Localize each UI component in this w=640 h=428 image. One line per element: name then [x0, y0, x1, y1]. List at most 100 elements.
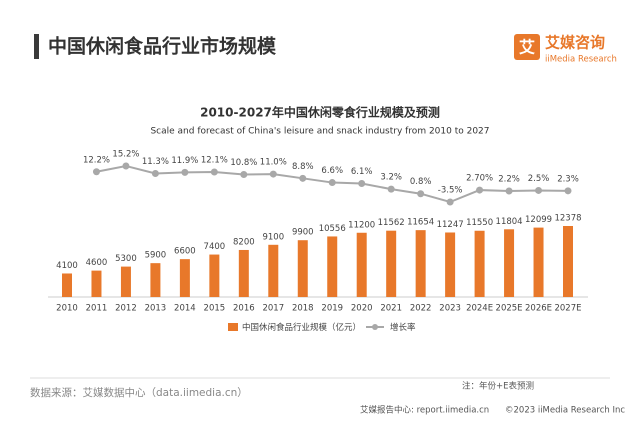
- logo-icon-text: 艾: [519, 38, 535, 57]
- growth-point: [417, 190, 425, 198]
- x-tick-label: 2024E: [466, 304, 493, 314]
- x-tick-label: 2010: [56, 304, 78, 314]
- legend-swatch: [228, 323, 238, 331]
- logo-cn: 艾媒咨询: [545, 34, 605, 52]
- growth-label: 3.2%: [380, 173, 402, 183]
- copyright: ©2023 iiMedia Research Inc: [505, 406, 625, 416]
- x-tick-label: 2016: [233, 304, 255, 314]
- chart-title: 2010-2027年中国休闲零食行业规模及预测: [200, 105, 440, 120]
- x-tick-label: 2013: [145, 304, 167, 314]
- bar: [386, 230, 397, 297]
- growth-point: [446, 198, 454, 206]
- bar-label: 4600: [86, 258, 108, 268]
- x-tick-label: 2012: [115, 304, 137, 314]
- bar: [150, 263, 161, 297]
- growth-label: 10.8%: [230, 158, 257, 168]
- growth-point: [269, 170, 277, 178]
- x-tick-label: 2015: [204, 304, 226, 314]
- logo-icon: [514, 34, 540, 60]
- growth-label: 2.70%: [466, 174, 493, 184]
- bar-label: 5300: [115, 254, 137, 264]
- bar-label: 9900: [292, 228, 314, 238]
- bar: [356, 232, 367, 297]
- growth-point: [476, 186, 484, 194]
- bar-label: 8200: [233, 237, 255, 247]
- bar: [445, 232, 456, 297]
- bar: [209, 254, 220, 297]
- growth-point: [328, 179, 336, 187]
- x-tick-label: 2019: [321, 304, 343, 314]
- bar: [327, 236, 338, 297]
- growth-label: 12.2%: [83, 155, 110, 165]
- growth-label: -3.5%: [438, 186, 463, 196]
- growth-label: 6.1%: [351, 167, 373, 177]
- x-tick-label: 2020: [351, 304, 373, 314]
- note: 注：年份+E表预测: [462, 381, 534, 392]
- growth-label: 11.3%: [142, 157, 169, 167]
- report-link: 艾媒报告中心: report.iimedia.cn: [360, 405, 489, 416]
- legend-label: 增长率: [390, 322, 416, 333]
- growth-label: 8.8%: [292, 162, 314, 172]
- growth-label: 11.0%: [260, 158, 287, 168]
- bar-label: 11550: [466, 218, 493, 228]
- bar: [179, 259, 190, 297]
- bar-label: 11200: [348, 220, 375, 230]
- x-tick-label: 2017: [262, 304, 284, 314]
- growth-label: 12.1%: [201, 155, 228, 165]
- bar-label: 9100: [262, 232, 284, 242]
- growth-label: 2.5%: [528, 174, 550, 184]
- source: 数据来源：艾媒数据中心（data.iimedia.cn）: [30, 386, 248, 399]
- growth-point: [210, 168, 218, 176]
- bar-label: 11654: [407, 218, 434, 228]
- x-tick-label: 2018: [292, 304, 314, 314]
- bar-label: 11804: [496, 217, 523, 227]
- x-tick-label: 2021: [380, 304, 402, 314]
- bar-label: 10556: [319, 224, 346, 234]
- growth-label: 15.2%: [112, 150, 139, 160]
- bar-label: 11247: [437, 220, 464, 230]
- bar: [238, 249, 249, 297]
- bar-label: 6600: [174, 247, 196, 257]
- bar: [474, 230, 485, 297]
- legend-label: 中国休闲食品行业规模（亿元）: [242, 322, 361, 333]
- page-title: 中国休闲食品行业市场规模: [48, 35, 277, 58]
- bar-label: 12378: [554, 214, 581, 224]
- bar-label: 7400: [204, 242, 226, 252]
- bar: [415, 230, 426, 297]
- x-tick-label: 2014: [174, 304, 196, 314]
- growth-point: [122, 162, 130, 170]
- growth-point: [387, 185, 395, 193]
- logo-en: iiMedia Research: [545, 55, 617, 65]
- growth-label: 11.9%: [171, 156, 198, 166]
- chart-subtitle: Scale and forecast of China's leisure an…: [150, 127, 489, 137]
- growth-point: [535, 186, 543, 194]
- bar: [504, 229, 515, 297]
- x-tick-label: 2022: [410, 304, 432, 314]
- growth-point: [240, 170, 248, 178]
- bar: [91, 270, 102, 297]
- bar-label: 5900: [145, 251, 167, 261]
- bar: [533, 227, 544, 297]
- bar-label: 11562: [378, 218, 405, 228]
- growth-point: [151, 170, 159, 178]
- bar: [297, 240, 308, 297]
- growth-label: 2.3%: [557, 174, 579, 184]
- growth-point: [505, 187, 513, 195]
- growth-point: [299, 174, 307, 182]
- legend-dot: [372, 324, 378, 330]
- bar: [120, 266, 131, 297]
- x-tick-label: 2026E: [525, 304, 552, 314]
- bar: [268, 244, 279, 297]
- growth-point: [181, 168, 189, 176]
- x-tick-label: 2027E: [554, 304, 581, 314]
- x-tick-label: 2025E: [496, 304, 523, 314]
- title-bar: [34, 34, 39, 59]
- bar-label: 4100: [56, 261, 78, 271]
- growth-point: [92, 168, 100, 176]
- growth-label: 6.6%: [321, 166, 343, 176]
- bar: [62, 273, 72, 297]
- bar-label: 12099: [525, 215, 552, 225]
- x-tick-label: 2023: [439, 304, 461, 314]
- growth-point: [358, 180, 366, 188]
